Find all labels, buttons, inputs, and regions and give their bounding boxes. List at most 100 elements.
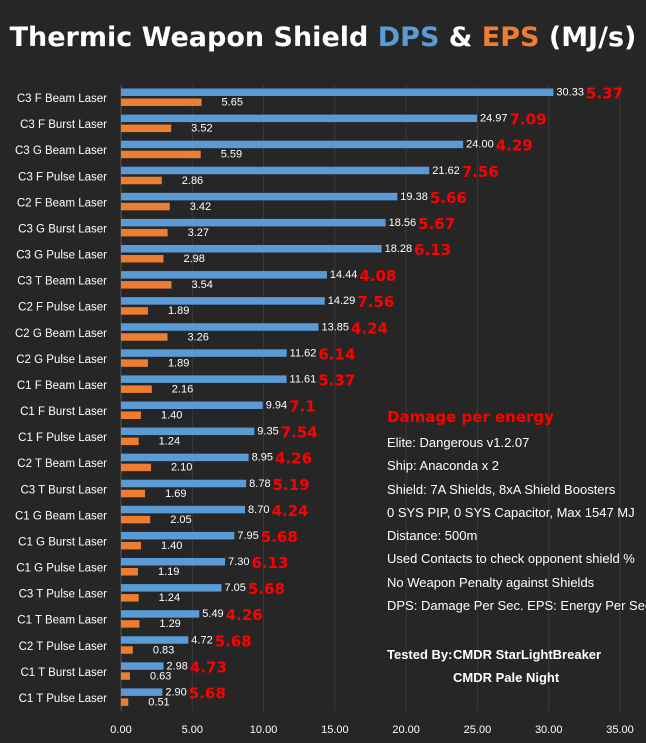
eps-value-label: 2.16 [172, 383, 193, 395]
dps-bar [121, 662, 164, 670]
dps-value-label: 24.97 [480, 113, 508, 125]
eps-bar [121, 202, 170, 211]
title-prefix: Thermic Weapon Shield [9, 22, 378, 53]
damage-per-energy-label: 4.08 [359, 267, 396, 285]
eps-bar [121, 333, 168, 341]
dps-bar [121, 636, 189, 644]
category-label: C3 G Pulse Laser [16, 250, 107, 262]
eps-bar [121, 672, 130, 680]
category-label: C3 G Beam Laser [15, 145, 107, 157]
eps-value-label: 1.24 [159, 436, 180, 448]
eps-value-label: 0.63 [150, 670, 171, 682]
eps-value-label: 5.65 [222, 97, 243, 109]
dps-bar [121, 688, 163, 696]
eps-bar [121, 568, 138, 576]
category-label: C1 G Burst Laser [18, 536, 107, 548]
damage-per-energy-label: 5.66 [430, 189, 467, 207]
eps-bar [121, 437, 139, 446]
eps-bar [121, 98, 202, 106]
eps-bar [121, 489, 146, 498]
eps-value-label: 0.83 [153, 644, 174, 656]
eps-value-label: 2.98 [183, 253, 204, 265]
tested-by-label: Tested By: [387, 647, 453, 662]
x-tick-label: 25.00 [464, 724, 492, 736]
category-label: C2 G Beam Laser [15, 328, 107, 340]
x-tick-label: 20.00 [392, 724, 420, 736]
chart-title: Thermic Weapon Shield DPS & EPS (MJ/s) [0, 22, 646, 53]
damage-per-energy-label: 4.26 [226, 606, 263, 624]
category-label: C3 T Pulse Laser [19, 589, 108, 601]
dps-value-label: 7.05 [225, 582, 246, 594]
eps-bar [121, 281, 172, 289]
damage-per-energy-label: 5.68 [215, 632, 252, 650]
notes-line: DPS: Damage Per Sec. EPS: Energy Per Sec… [387, 598, 646, 614]
notes-line: 0 SYS PIP, 0 SYS Capacitor, Max 1547 MJ [387, 504, 635, 520]
eps-bar [121, 646, 133, 654]
eps-value-label: 2.05 [170, 514, 191, 526]
dps-value-label: 8.95 [252, 452, 273, 464]
eps-bar [121, 594, 139, 602]
dps-bar [121, 584, 222, 592]
damage-per-energy-label: 6.13 [251, 554, 288, 572]
damage-per-energy-label: 4.24 [271, 502, 308, 520]
dps-value-label: 5.49 [202, 608, 223, 620]
x-tick-label: 15.00 [321, 724, 349, 736]
notes-panel: Damage per energy Elite: Dangerous v1.2.… [387, 404, 646, 617]
category-label: C1 F Beam Laser [17, 380, 107, 392]
eps-value-label: 2.10 [171, 462, 192, 474]
category-label: C3 T Beam Laser [17, 276, 107, 288]
eps-value-label: 3.42 [190, 201, 211, 213]
category-label: C3 G Burst Laser [18, 223, 107, 235]
dps-bar [121, 427, 255, 436]
x-tick-label: 5.00 [182, 724, 203, 736]
damage-per-energy-label: 5.37 [318, 371, 355, 389]
damage-per-energy-label: 5.67 [418, 215, 455, 233]
damage-per-energy-label: 5.68 [261, 528, 298, 546]
eps-value-label: 1.40 [161, 540, 182, 552]
dps-value-label: 18.28 [385, 243, 413, 255]
dps-value-label: 2.90 [165, 686, 186, 698]
dps-value-label: 30.33 [556, 87, 584, 99]
dps-bar [121, 192, 398, 201]
grid-lines [120, 85, 621, 711]
category-label: C1 T Pulse Laser [19, 693, 108, 705]
eps-value-label: 0.51 [148, 696, 169, 708]
dps-value-label: 9.94 [266, 400, 287, 412]
category-label: C2 F Pulse Laser [18, 302, 107, 314]
category-label: C1 F Burst Laser [20, 406, 107, 418]
category-label: C1 G Beam Laser [15, 510, 107, 522]
category-label: C3 T Burst Laser [20, 484, 107, 496]
eps-bar [121, 255, 164, 263]
category-label: C2 F Beam Laser [17, 197, 107, 209]
eps-bar [121, 307, 148, 315]
dps-value-label: 13.85 [321, 321, 349, 333]
eps-value-label: 3.54 [191, 279, 212, 291]
dps-value-label: 24.00 [466, 139, 494, 151]
dps-value-label: 18.56 [389, 217, 417, 229]
dps-value-label: 8.78 [249, 478, 270, 490]
dps-bar [121, 610, 200, 618]
eps-bar [121, 541, 141, 550]
eps-value-label: 2.86 [182, 175, 203, 187]
notes-line: No Weapon Penalty against Shields [387, 574, 595, 590]
eps-value-label: 3.26 [187, 331, 208, 343]
eps-value-label: 1.89 [168, 305, 189, 317]
dps-value-label: 19.38 [400, 191, 428, 203]
damage-per-energy-label: 5.37 [586, 85, 623, 103]
notes-line: Used Contacts to check opponent shield % [387, 551, 635, 567]
dps-bar [121, 531, 235, 540]
dps-bar [121, 479, 247, 488]
dps-bar [121, 218, 386, 227]
dps-bar [121, 558, 226, 566]
notes-line: Shield: 7A Shields, 8xA Shield Boosters [387, 481, 616, 497]
dps-value-label: 8.70 [248, 504, 269, 516]
eps-value-label: 3.27 [188, 227, 209, 239]
dps-bar [121, 323, 319, 331]
dps-value-label: 9.35 [257, 426, 278, 438]
eps-bar [121, 463, 151, 472]
eps-bar [121, 176, 162, 185]
category-label: C1 F Pulse Laser [18, 432, 107, 444]
damage-per-energy-label: 4.29 [496, 137, 533, 155]
dps-value-label: 7.95 [237, 530, 258, 542]
